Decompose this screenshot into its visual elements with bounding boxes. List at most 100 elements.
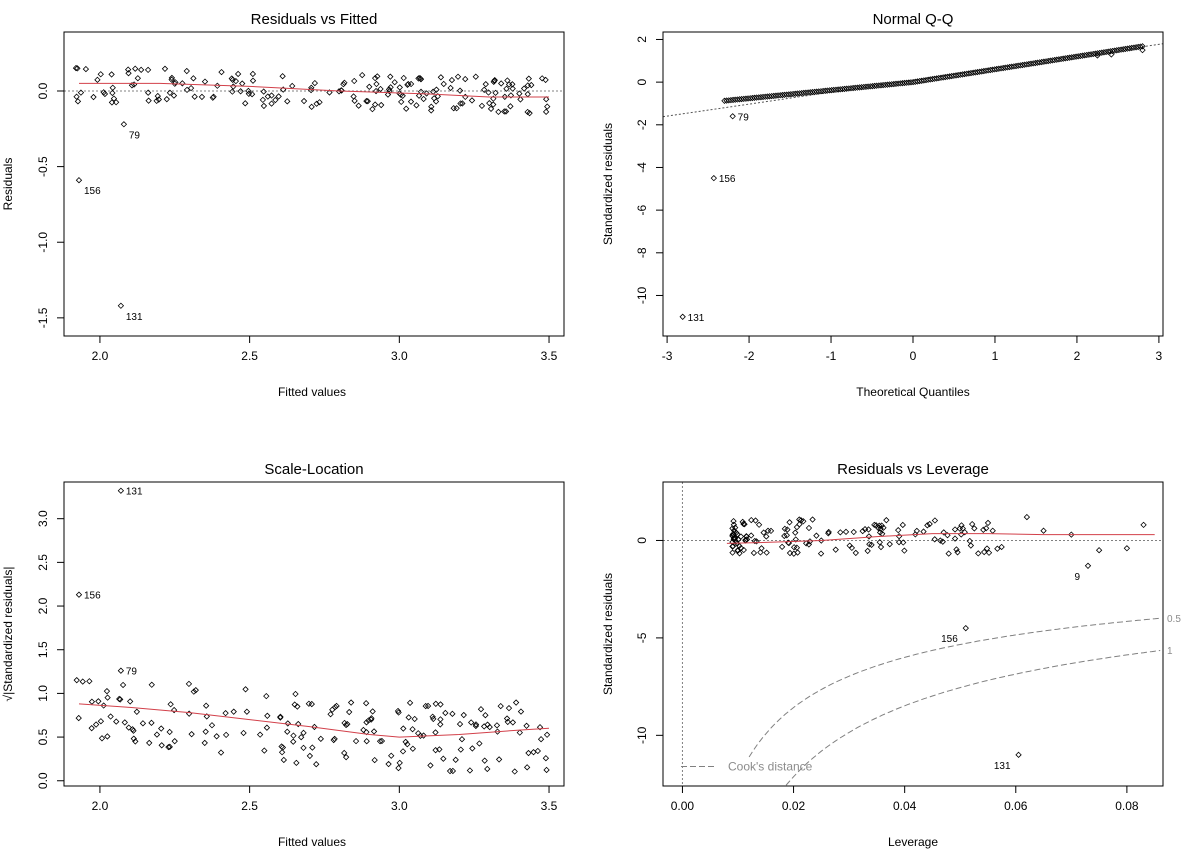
data-point <box>430 88 437 95</box>
data-point <box>305 700 313 707</box>
outlier-label: 131 <box>994 761 1011 772</box>
data-point <box>736 542 743 550</box>
cooks-contour-label: 1 <box>1167 646 1173 657</box>
data-point <box>97 718 105 725</box>
x-tick-label: 2.0 <box>92 799 109 813</box>
y-axis-label: Standardized residuals <box>601 123 615 245</box>
data-point <box>230 708 237 715</box>
data-point <box>400 725 407 732</box>
outlier-label: 156 <box>941 634 958 645</box>
data-point <box>366 83 373 90</box>
data-point <box>277 714 284 721</box>
data-point <box>842 528 850 536</box>
outlier-label: 156 <box>84 186 101 197</box>
outlier-point <box>1084 562 1092 569</box>
data-point <box>417 88 425 95</box>
data-point <box>481 757 488 764</box>
data-point <box>377 85 384 93</box>
data-point <box>462 75 469 83</box>
x-tick-label: 0.02 <box>782 799 806 813</box>
data-points <box>73 677 551 775</box>
data-point <box>359 71 366 79</box>
data-point <box>263 724 271 731</box>
data-point <box>516 90 523 97</box>
data-point <box>517 708 525 715</box>
data-point <box>95 698 102 705</box>
x-tick-label: 1 <box>992 349 999 363</box>
data-point <box>442 709 449 717</box>
data-point <box>109 84 116 91</box>
data-point <box>920 528 927 535</box>
data-point <box>166 743 173 750</box>
outlier-point <box>710 174 717 182</box>
data-point <box>985 549 993 556</box>
data-point <box>525 749 532 757</box>
x-tick-label: 3 <box>1156 349 1163 363</box>
data-point <box>243 708 251 715</box>
data-point <box>171 738 178 745</box>
data-point <box>740 520 747 528</box>
data-point <box>520 85 528 92</box>
data-point <box>495 756 503 763</box>
data-point <box>966 537 973 545</box>
data-point <box>403 105 410 112</box>
data-point <box>363 719 370 726</box>
data-point <box>234 70 242 78</box>
data-point <box>148 681 155 688</box>
x-axis-label: Fitted values <box>278 385 346 399</box>
data-point <box>825 530 832 537</box>
data-point <box>77 89 85 96</box>
y-tick-label: 0 <box>635 78 649 85</box>
data-point <box>472 73 479 80</box>
data-point <box>1068 531 1075 538</box>
data-point <box>415 92 423 99</box>
data-point <box>153 731 161 738</box>
data-point <box>432 700 439 707</box>
data-point <box>737 533 745 540</box>
cooks-distance-contour <box>784 650 1161 786</box>
data-point <box>476 740 483 747</box>
data-point <box>850 528 857 536</box>
data-point <box>388 752 395 759</box>
data-point <box>317 735 324 742</box>
data-point <box>729 525 736 532</box>
outlier-label: 79 <box>129 130 141 141</box>
plot-panel-3: Scale-Location Fitted values √|Standardize… <box>1 461 565 849</box>
x-tick-label: -3 <box>662 349 673 363</box>
outlier-point <box>1015 751 1022 758</box>
data-point <box>449 710 456 717</box>
data-point <box>989 527 996 534</box>
x-tick-label: 3.5 <box>541 349 558 363</box>
data-point <box>752 517 759 524</box>
data-point <box>210 93 217 100</box>
data-point <box>327 711 334 718</box>
data-point <box>79 678 86 685</box>
data-point <box>237 88 244 95</box>
data-point <box>311 79 319 87</box>
data-point <box>161 65 169 72</box>
data-point <box>192 687 199 694</box>
data-point <box>198 93 206 101</box>
data-point <box>415 75 422 82</box>
data-point <box>144 66 152 74</box>
x-tick-label: 0.04 <box>893 799 917 813</box>
outlier-label: 156 <box>84 591 101 602</box>
data-point <box>351 77 358 85</box>
data-point <box>494 728 501 735</box>
data-point <box>900 539 907 546</box>
data-point <box>294 703 301 710</box>
y-tick-label: 0.0 <box>36 82 50 99</box>
data-point <box>90 93 97 101</box>
data-point <box>144 89 152 96</box>
data-point <box>168 76 175 83</box>
data-point <box>340 81 347 88</box>
data-point <box>179 80 186 87</box>
data-point <box>813 532 820 539</box>
data-point <box>355 102 362 109</box>
data-point <box>832 546 839 553</box>
data-point <box>939 538 946 545</box>
data-point <box>168 74 176 82</box>
data-point <box>263 692 270 700</box>
data-point <box>796 521 803 528</box>
data-point <box>523 722 530 729</box>
